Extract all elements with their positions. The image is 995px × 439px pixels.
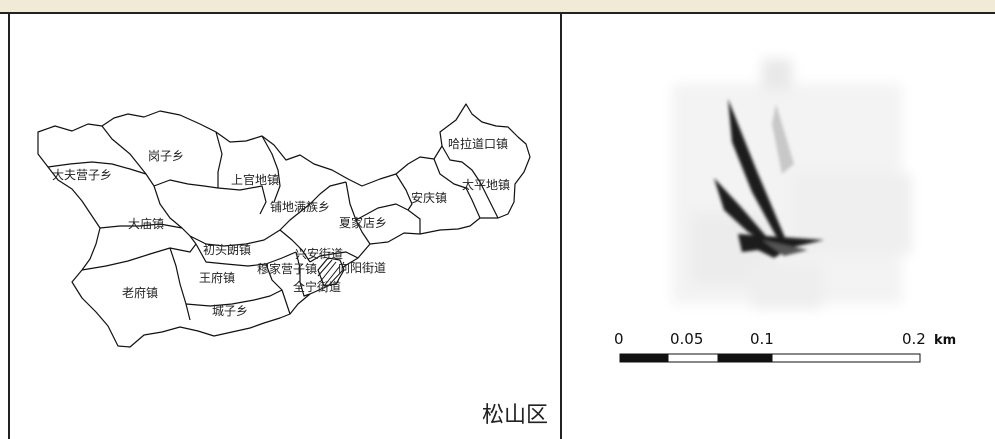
town-label-wangfu: 王府镇 [199,270,235,285]
town-label-chutoulang: 初头朗镇 [203,243,251,257]
town-label-anqing: 安庆镇 [411,190,447,205]
scale-seg-2 [667,353,719,363]
district-name-label: 松山区 [481,403,548,428]
town-label-gangzi: 岗子乡 [148,149,184,163]
overview-map: 哈拉道口镇 岗子乡 大夫营子乡 上官地镇 太平地镇 安庆镇 铺地满族乡 夏家店乡… [37,103,531,348]
scale-seg-1 [619,353,669,363]
raster-background [672,59,912,309]
top-toolbar-strip [0,0,995,14]
town-label-pudi: 铺地满族乡 [270,200,330,214]
town-label-shangguandi: 上官地镇 [231,172,279,187]
town-label-dafuyingzi: 大夫营子乡 [52,168,112,182]
scale-seg-3 [717,353,773,363]
scale-tick-0: 0 [614,330,624,348]
town-label-xiajiadian: 夏家店乡 [339,215,387,230]
detail-map: 0 0.05 0.1 0.2 km [614,59,956,363]
detail-map-panel: 0 0.05 0.1 0.2 km [562,14,995,439]
scale-seg-4 [771,353,921,363]
highlighted-feature [714,99,824,258]
town-label-damiao: 大庙镇 [128,217,164,231]
overview-map-panel: 哈拉道口镇 岗子乡 大夫营子乡 上官地镇 太平地镇 安庆镇 铺地满族乡 夏家店乡… [8,14,562,439]
town-label-laofu: 老府镇 [122,285,158,300]
scale-bar[interactable]: 0 0.05 0.1 0.2 km [614,330,956,363]
town-label-xiangyang: 向阳街道 [338,260,386,275]
scale-tick-0.1: 0.1 [750,330,774,348]
urban-hatched-area [317,257,345,287]
town-label-mujiayingzi: 穆家营子镇 [257,261,317,276]
scale-unit: km [934,333,956,348]
town-label-taipingdi: 太平地镇 [462,177,510,192]
town-label-chengzi: 城子乡 [212,304,248,318]
scale-tick-0.05: 0.05 [670,330,703,348]
scale-tick-0.2: 0.2 [902,330,926,348]
town-label-xingan: 兴安街道 [295,246,343,261]
town-label-quanning: 全宁街道 [293,279,341,294]
town-label-halada: 哈拉道口镇 [448,136,508,151]
